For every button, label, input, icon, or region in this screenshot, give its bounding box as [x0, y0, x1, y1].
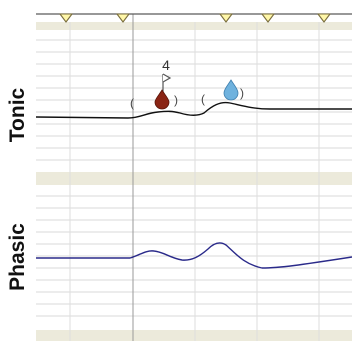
- bracket-right-1: ): [174, 93, 178, 107]
- annotation-count: 4: [162, 57, 170, 73]
- phasic-trace: [36, 242, 352, 269]
- event-marker-icon[interactable]: [317, 13, 331, 23]
- event-marker-icon[interactable]: [219, 13, 233, 23]
- event-marker-icon[interactable]: [116, 13, 130, 23]
- bracket-left-2: (: [201, 92, 205, 106]
- tonic-trace: [35, 101, 352, 119]
- light-drop-icon[interactable]: [223, 79, 239, 101]
- tonic-grid: [36, 39, 352, 161]
- event-marker-icon[interactable]: [261, 13, 275, 23]
- dark-drop-icon[interactable]: [154, 89, 170, 110]
- bottom-band: [36, 330, 352, 341]
- flag-icon: [162, 73, 172, 93]
- event-markers: [59, 13, 331, 23]
- vertical-grid: [69, 22, 320, 341]
- bracket-left-1: (: [130, 96, 134, 110]
- mid-band: [36, 172, 352, 185]
- bracket-right-2: ): [240, 86, 244, 100]
- event-marker-icon[interactable]: [59, 13, 73, 23]
- phasic-grid: [36, 195, 352, 317]
- top-band: [36, 22, 352, 30]
- tonic-annotation: 4 ( ) ( ): [130, 57, 244, 110]
